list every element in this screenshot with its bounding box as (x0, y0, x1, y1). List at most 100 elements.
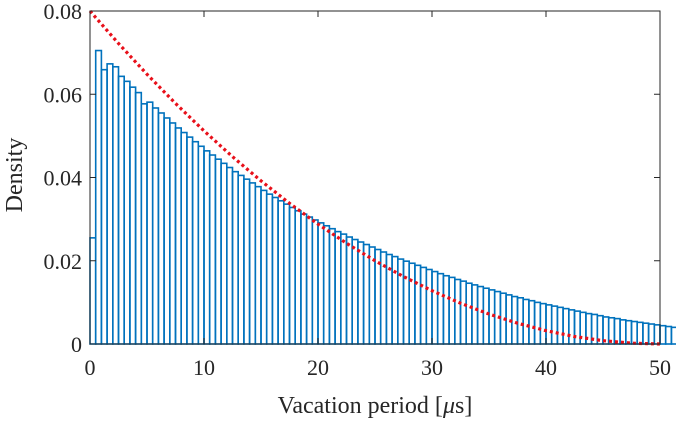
histogram-bar (396, 258, 405, 345)
histogram-bar (459, 280, 467, 345)
histogram-bar (533, 301, 542, 345)
histogram-bar (140, 103, 148, 345)
histogram-bar (277, 200, 285, 345)
histogram-bar (436, 272, 445, 345)
histogram-bar (220, 162, 228, 345)
histogram-bar (442, 274, 450, 345)
x-axis-label: Vacation period [μs] (278, 393, 473, 419)
histogram-bar (129, 86, 137, 345)
histogram-bar (636, 321, 644, 345)
histogram-bar (550, 305, 559, 345)
histogram-bar (334, 230, 342, 345)
histogram-bar (419, 266, 428, 345)
histogram-bar (482, 287, 490, 345)
histogram-bar (670, 326, 676, 345)
histogram-bar (231, 170, 239, 345)
histogram-bar (174, 127, 182, 345)
histogram-bar (642, 322, 650, 345)
histogram-bar (163, 117, 171, 345)
histogram-bar (647, 323, 656, 345)
histogram-bar (311, 219, 319, 345)
histogram-bar (294, 210, 302, 345)
histogram-bar (619, 319, 627, 345)
x-tick-label: 30 (421, 355, 443, 380)
y-ticks: 0 0.02 0.04 0.06 0.08 (44, 0, 660, 357)
histogram-bar (146, 101, 154, 345)
histogram-bar (134, 91, 143, 345)
histogram-bar (237, 174, 245, 345)
histogram-bar (226, 166, 234, 345)
y-tick-label: 0.06 (44, 82, 83, 107)
density-curve (88, 9, 661, 346)
histogram-bar (664, 325, 673, 345)
histogram-bar (254, 185, 262, 345)
histogram-bar (265, 193, 274, 345)
histogram-bar (510, 295, 519, 345)
histogram-bar (351, 238, 359, 345)
histogram-bar (94, 49, 103, 345)
histogram-bar (180, 131, 188, 345)
x-tick-label: 0 (85, 355, 96, 380)
histogram-bar (288, 206, 296, 345)
histogram-bar (305, 216, 314, 345)
histogram-bar (522, 298, 530, 345)
histogram-bar (191, 140, 200, 345)
x-axis-label-text: Vacation period [ (278, 393, 443, 419)
histogram-bar (391, 255, 399, 345)
histogram-bar (157, 112, 165, 345)
histogram-bar (659, 324, 667, 345)
histogram-bar (151, 107, 160, 345)
y-tick-label: 0.08 (44, 0, 83, 24)
histogram-bar (465, 282, 473, 345)
x-axis-label-unit: s] (455, 393, 472, 419)
histogram-bar (123, 80, 131, 345)
y-tick-label: 0 (71, 332, 82, 357)
histogram-bar (653, 324, 661, 345)
x-axis-label-mu: μ (442, 393, 455, 419)
histogram-bar (567, 309, 576, 345)
histogram-bar (624, 319, 633, 345)
histogram-bar (208, 154, 217, 345)
histogram-bar (186, 136, 194, 345)
histogram-bar (516, 296, 524, 345)
histogram-bar (357, 241, 365, 345)
histogram-bar (271, 196, 279, 345)
histogram-bar (282, 203, 291, 345)
histogram-bar (471, 284, 479, 345)
histogram-bar (339, 233, 348, 345)
histogram-bar (402, 260, 410, 345)
histogram-bar (112, 65, 120, 345)
histogram-bar (528, 299, 536, 345)
histogram-bar (328, 227, 336, 345)
histogram-bar (106, 63, 114, 345)
histogram-bar (630, 320, 638, 345)
histogram-bar (260, 189, 268, 345)
histogram-bar (317, 222, 325, 345)
histogram-bar (169, 122, 177, 345)
y-tick-label: 0.02 (44, 249, 83, 274)
histogram-bar (448, 276, 456, 345)
histogram-bar (539, 302, 547, 345)
histogram-bar (89, 237, 97, 345)
x-tick-label: 20 (307, 355, 329, 380)
histogram-bar (100, 68, 108, 345)
histogram-bar (453, 278, 462, 345)
histogram-bar (562, 307, 570, 345)
histogram-bar (214, 158, 222, 345)
histogram-bar (431, 270, 439, 345)
histogram-bar (117, 75, 125, 345)
histogram-bar (556, 306, 564, 345)
histogram-bar (476, 285, 485, 345)
histogram-bar (203, 150, 211, 345)
histogram-bar (362, 243, 371, 345)
x-tick-label: 40 (535, 355, 557, 380)
plot-area: 0 10 20 30 40 50 0 0.02 0.04 0.06 0.08 (44, 0, 676, 380)
y-tick-label: 0.04 (44, 166, 83, 191)
histogram-bar (248, 182, 257, 345)
histogram-bar (408, 262, 416, 345)
x-tick-label: 10 (193, 355, 215, 380)
histogram-bar (345, 236, 353, 345)
histogram-bar (300, 213, 308, 345)
histogram-bar (545, 304, 553, 345)
